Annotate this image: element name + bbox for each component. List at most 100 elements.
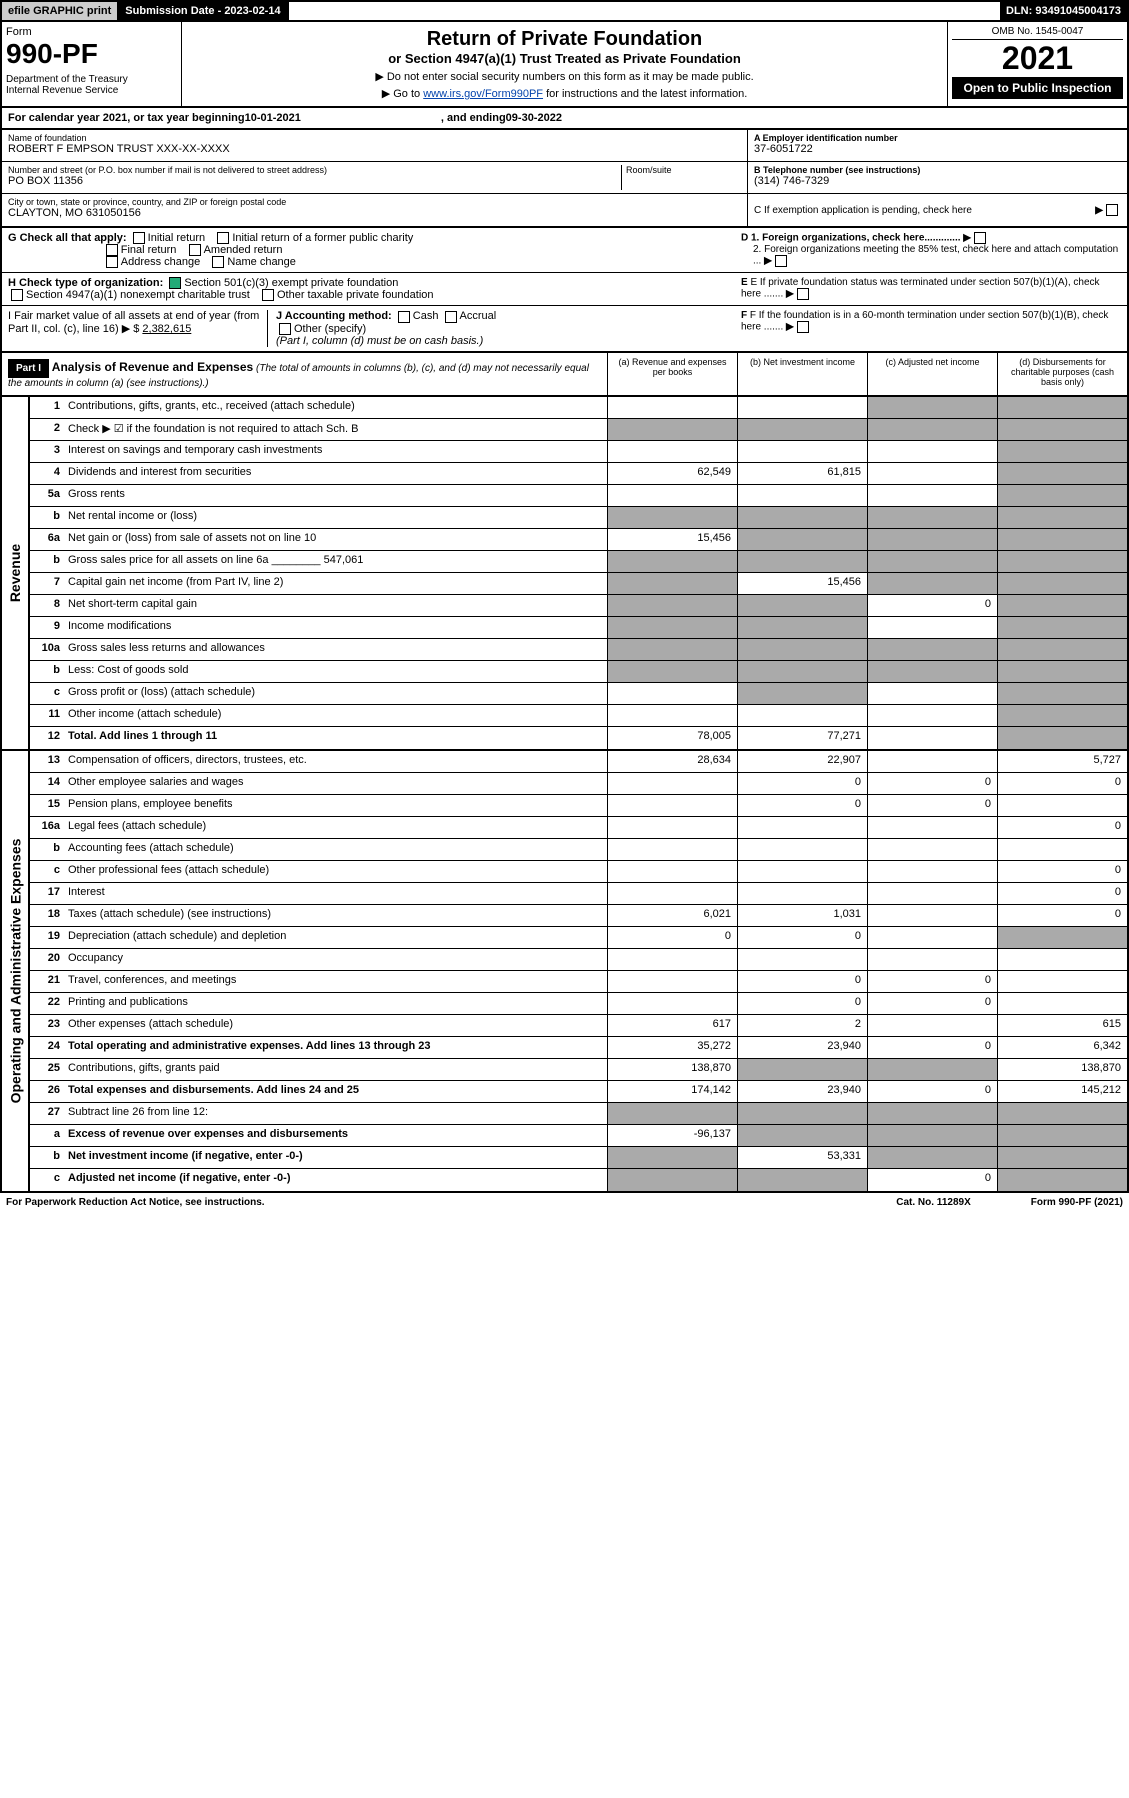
f-checkbox[interactable] (797, 321, 809, 333)
cell-value: 0 (607, 927, 737, 948)
cell-shaded (997, 529, 1127, 550)
line-description: Net short-term capital gain (64, 595, 607, 616)
cell-shaded (867, 529, 997, 550)
line-description: Income modifications (64, 617, 607, 638)
cell-value (737, 705, 867, 726)
cell-shaded (997, 551, 1127, 572)
table-row: 24Total operating and administrative exp… (30, 1037, 1127, 1059)
cell-value: 15,456 (737, 573, 867, 594)
line-number: 19 (30, 927, 64, 948)
cell-value: 0 (737, 927, 867, 948)
part1-title: Analysis of Revenue and Expenses (52, 360, 253, 374)
line-number: b (30, 839, 64, 860)
line-description: Other employee salaries and wages (64, 773, 607, 794)
cell-value: 0 (867, 1169, 997, 1191)
line-number: b (30, 507, 64, 528)
line-number: 14 (30, 773, 64, 794)
table-row: 18Taxes (attach schedule) (see instructi… (30, 905, 1127, 927)
cell-value (737, 441, 867, 462)
cell-value: 28,634 (607, 751, 737, 772)
cell-value (607, 683, 737, 704)
room-label: Room/suite (626, 165, 741, 175)
line-description: Total. Add lines 1 through 11 (64, 727, 607, 749)
table-row: bNet investment income (if negative, ent… (30, 1147, 1127, 1169)
cell-shaded (607, 551, 737, 572)
cell-value (607, 485, 737, 506)
revenue-section: Revenue 1Contributions, gifts, grants, e… (0, 397, 1129, 751)
cell-value: 615 (997, 1015, 1127, 1036)
table-row: 17Interest0 (30, 883, 1127, 905)
line-description: Capital gain net income (from Part IV, l… (64, 573, 607, 594)
submission-date: Submission Date - 2023-02-14 (119, 2, 288, 20)
g-final-checkbox[interactable] (106, 244, 118, 256)
cell-value: 0 (997, 773, 1127, 794)
line-number: 7 (30, 573, 64, 594)
fmv-value: 2,382,615 (142, 323, 191, 335)
h-4947-checkbox[interactable] (11, 289, 23, 301)
h-other-checkbox[interactable] (262, 289, 274, 301)
table-row: 11Other income (attach schedule) (30, 705, 1127, 727)
cell-value: 0 (867, 993, 997, 1014)
cell-value: 1,031 (737, 905, 867, 926)
table-row: 14Other employee salaries and wages000 (30, 773, 1127, 795)
cell-value (607, 839, 737, 860)
cell-value: 53,331 (737, 1147, 867, 1168)
page-footer: For Paperwork Reduction Act Notice, see … (0, 1193, 1129, 1212)
g-address-checkbox[interactable] (106, 256, 118, 268)
d2-checkbox[interactable] (775, 255, 787, 267)
table-row: bLess: Cost of goods sold (30, 661, 1127, 683)
h-501c3-checkbox[interactable] (169, 277, 181, 289)
table-row: 21Travel, conferences, and meetings00 (30, 971, 1127, 993)
cell-shaded (997, 927, 1127, 948)
line-number: 2 (30, 419, 64, 440)
line-description: Gross profit or (loss) (attach schedule) (64, 683, 607, 704)
cell-shaded (607, 1147, 737, 1168)
efile-button[interactable]: efile GRAPHIC print (2, 2, 119, 20)
cell-value (607, 441, 737, 462)
ein-value: 37-6051722 (754, 143, 1121, 155)
cell-value (997, 971, 1127, 992)
cell-value (867, 485, 997, 506)
cell-value (607, 949, 737, 970)
cell-value: 0 (997, 817, 1127, 838)
table-row: 10aGross sales less returns and allowanc… (30, 639, 1127, 661)
cell-shaded (737, 595, 867, 616)
j-cash-checkbox[interactable] (398, 311, 410, 323)
line-number: 26 (30, 1081, 64, 1102)
cell-value: 0 (737, 971, 867, 992)
j-accrual-checkbox[interactable] (445, 311, 457, 323)
name-label: Name of foundation (8, 133, 741, 143)
table-row: aExcess of revenue over expenses and dis… (30, 1125, 1127, 1147)
line-description: Contributions, gifts, grants, etc., rece… (64, 397, 607, 418)
cell-value: 22,907 (737, 751, 867, 772)
j-other-checkbox[interactable] (279, 323, 291, 335)
foundation-address: PO BOX 11356 (8, 175, 621, 187)
cell-shaded (997, 507, 1127, 528)
e-checkbox[interactable] (797, 288, 809, 300)
tax-year: 2021 (952, 40, 1123, 77)
cell-shaded (607, 507, 737, 528)
cell-shaded (607, 595, 737, 616)
table-row: 7Capital gain net income (from Part IV, … (30, 573, 1127, 595)
line-description: Subtract line 26 from line 12: (64, 1103, 607, 1124)
g-initial-former-checkbox[interactable] (217, 232, 229, 244)
cell-value: 23,940 (737, 1037, 867, 1058)
d1-checkbox[interactable] (974, 232, 986, 244)
g-initial-checkbox[interactable] (133, 232, 145, 244)
cell-value: 0 (867, 595, 997, 616)
cell-value (607, 993, 737, 1014)
cell-value: 78,005 (607, 727, 737, 749)
table-row: cOther professional fees (attach schedul… (30, 861, 1127, 883)
line-number: 25 (30, 1059, 64, 1080)
line-description: Less: Cost of goods sold (64, 661, 607, 682)
table-row: 2Check ▶ ☑ if the foundation is not requ… (30, 419, 1127, 441)
line-number: 8 (30, 595, 64, 616)
g-name-checkbox[interactable] (212, 256, 224, 268)
c-checkbox[interactable] (1106, 204, 1118, 216)
table-row: 6aNet gain or (loss) from sale of assets… (30, 529, 1127, 551)
cell-value (607, 397, 737, 418)
cell-shaded (607, 1103, 737, 1124)
checks-section: G Check all that apply: Initial return I… (0, 228, 1129, 353)
form-link[interactable]: www.irs.gov/Form990PF (423, 88, 543, 100)
g-amended-checkbox[interactable] (189, 244, 201, 256)
